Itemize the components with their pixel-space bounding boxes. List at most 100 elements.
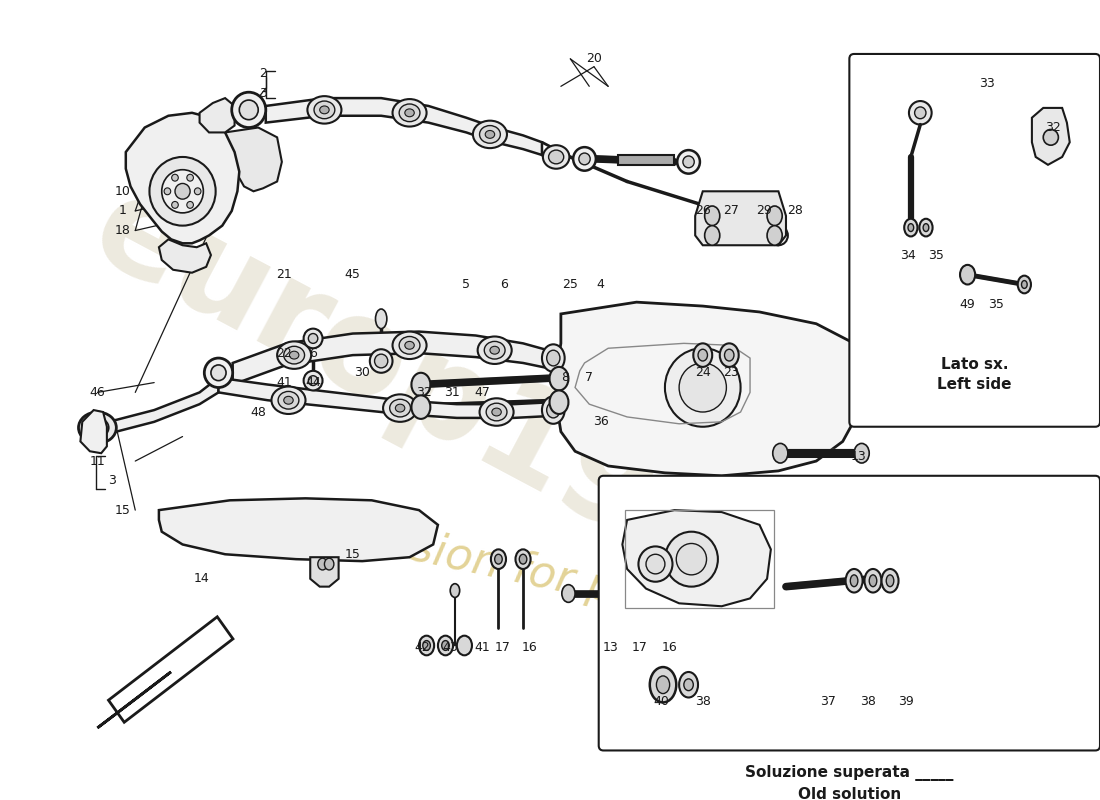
Ellipse shape <box>550 367 569 390</box>
Text: 30: 30 <box>354 366 371 379</box>
Ellipse shape <box>486 403 507 421</box>
Text: 25: 25 <box>562 278 579 291</box>
Text: a passion for parts: a passion for parts <box>289 501 704 630</box>
Circle shape <box>308 334 318 343</box>
Ellipse shape <box>284 346 305 364</box>
Circle shape <box>679 363 726 412</box>
Text: 20: 20 <box>586 52 602 66</box>
Ellipse shape <box>542 396 564 424</box>
Text: 4: 4 <box>596 278 605 291</box>
Ellipse shape <box>960 265 976 285</box>
Ellipse shape <box>547 350 560 366</box>
Circle shape <box>1043 130 1058 145</box>
Text: 16: 16 <box>521 641 538 654</box>
FancyBboxPatch shape <box>598 476 1100 750</box>
Circle shape <box>646 554 664 574</box>
Ellipse shape <box>661 559 669 569</box>
Ellipse shape <box>484 342 505 359</box>
Text: 34: 34 <box>900 249 916 262</box>
Polygon shape <box>199 98 234 133</box>
Text: Soluzione superata _____: Soluzione superata _____ <box>745 765 954 781</box>
Ellipse shape <box>519 554 527 564</box>
Ellipse shape <box>904 218 917 237</box>
Polygon shape <box>158 239 211 273</box>
Text: 32: 32 <box>416 386 431 399</box>
Text: 44: 44 <box>305 376 321 389</box>
Text: 41: 41 <box>474 641 491 654</box>
Text: 35: 35 <box>928 249 944 262</box>
Circle shape <box>769 226 788 246</box>
Ellipse shape <box>725 350 734 361</box>
Ellipse shape <box>405 109 415 117</box>
Text: 31: 31 <box>444 386 460 399</box>
Circle shape <box>678 150 700 174</box>
Text: 36: 36 <box>593 415 608 428</box>
Text: 39: 39 <box>899 695 914 708</box>
Polygon shape <box>98 672 170 728</box>
Ellipse shape <box>284 396 294 404</box>
Polygon shape <box>125 113 240 243</box>
Text: 11: 11 <box>89 454 106 467</box>
Ellipse shape <box>705 206 719 226</box>
Text: 49: 49 <box>959 298 976 310</box>
Text: 15: 15 <box>116 504 131 517</box>
Ellipse shape <box>318 558 328 570</box>
Ellipse shape <box>495 554 503 564</box>
Ellipse shape <box>277 342 311 369</box>
Ellipse shape <box>383 394 417 422</box>
Ellipse shape <box>422 641 430 650</box>
Circle shape <box>164 188 170 194</box>
Circle shape <box>187 202 194 208</box>
Text: Old solution: Old solution <box>798 787 901 800</box>
Circle shape <box>232 92 266 127</box>
Circle shape <box>676 543 706 575</box>
Ellipse shape <box>389 399 410 417</box>
Polygon shape <box>557 302 864 476</box>
Ellipse shape <box>547 402 560 418</box>
Bar <box>625 510 773 608</box>
Circle shape <box>175 183 190 199</box>
Polygon shape <box>109 617 233 722</box>
Ellipse shape <box>920 218 933 237</box>
Ellipse shape <box>92 424 102 432</box>
Circle shape <box>211 365 227 381</box>
Circle shape <box>375 354 388 368</box>
Text: 35: 35 <box>988 298 1004 310</box>
Text: 23: 23 <box>724 366 739 379</box>
Ellipse shape <box>657 676 670 694</box>
Ellipse shape <box>562 585 575 602</box>
Ellipse shape <box>772 443 788 463</box>
Ellipse shape <box>456 636 472 655</box>
Text: 7: 7 <box>585 371 593 384</box>
Text: 1: 1 <box>119 205 126 218</box>
Circle shape <box>195 188 201 194</box>
Ellipse shape <box>658 554 672 574</box>
Ellipse shape <box>450 584 460 598</box>
Polygon shape <box>266 98 542 155</box>
Circle shape <box>150 157 216 226</box>
Ellipse shape <box>887 575 894 586</box>
Text: 27: 27 <box>723 205 739 218</box>
Ellipse shape <box>846 569 862 593</box>
Text: 2: 2 <box>258 67 267 80</box>
Ellipse shape <box>767 226 782 246</box>
Text: 38: 38 <box>695 695 711 708</box>
Text: 28: 28 <box>788 205 803 218</box>
Ellipse shape <box>693 343 712 367</box>
Ellipse shape <box>399 104 420 122</box>
Circle shape <box>172 202 178 208</box>
Text: Lato sx.: Lato sx. <box>940 358 1009 373</box>
Circle shape <box>172 174 178 181</box>
Text: 3: 3 <box>108 474 115 487</box>
Ellipse shape <box>272 386 306 414</box>
Circle shape <box>909 101 932 125</box>
Ellipse shape <box>395 404 405 412</box>
Circle shape <box>240 100 258 120</box>
Ellipse shape <box>647 585 660 602</box>
Ellipse shape <box>477 337 512 364</box>
Text: 18: 18 <box>116 224 131 237</box>
Text: 42: 42 <box>414 641 430 654</box>
Text: europ1985: europ1985 <box>72 164 838 652</box>
Ellipse shape <box>480 126 501 143</box>
Text: 6: 6 <box>500 278 508 291</box>
